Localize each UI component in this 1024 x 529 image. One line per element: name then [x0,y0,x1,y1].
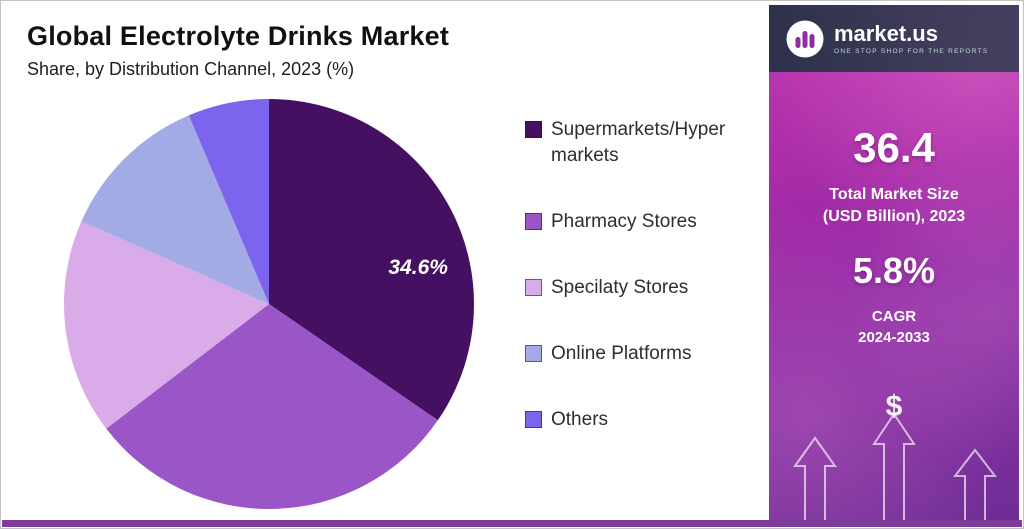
market-size-value: 36.4 [853,124,935,171]
legend-swatch [525,345,542,362]
legend-item: Online Platforms [525,341,743,367]
dollar-icon: $ [885,390,903,423]
page-title: Global Electrolyte Drinks Market [27,21,450,51]
legend-label: Supermarkets/Hyper markets [551,119,726,166]
brand-name: market.us [834,21,938,46]
legend-swatch [525,411,542,428]
pie-chart: 34.6% [63,99,474,510]
legend-label: Online Platforms [551,343,692,364]
pie-slice [188,99,269,304]
brand-band: market.us ONE STOP SHOP FOR THE REPORTS [769,5,1019,72]
legend-item: Supermarkets/Hyper markets [525,117,743,169]
cagr-value: 5.8% [852,250,936,291]
cagr-label: CAGR 2024-2033 [858,308,930,346]
pie-slice [63,221,269,429]
brand-text: market.us ONE STOP SHOP FOR THE REPORTS [834,21,989,56]
brand-tagline: ONE STOP SHOP FOR THE REPORTS [834,48,989,55]
growth-arrows-icon [793,412,998,520]
pie-chart-container: 34.6% [59,94,479,514]
pie-slice [106,304,438,510]
pie-slice [81,115,269,304]
pie-slice [269,99,474,421]
legend-swatch [525,279,542,296]
market-size-label: Total Market Size (USD Billion), 2023 [822,186,966,225]
legend-item: Others [525,407,743,433]
legend-label: Specilaty Stores [551,277,689,298]
legend-label: Others [551,409,609,430]
marketus-logo-icon [786,20,824,58]
legend-item: Specilaty Stores [525,275,743,301]
brand-side-panel: market.us ONE STOP SHOP FOR THE REPORTS … [769,5,1019,520]
legend-label: Pharmacy Stores [551,211,697,232]
legend-item: Pharmacy Stores [525,209,743,235]
bottom-accent-bar [2,520,1022,527]
page-subtitle: Share, by Distribution Channel, 2023 (%) [27,59,355,79]
legend-swatch [525,121,542,138]
pie-data-label: 34.6% [388,256,448,279]
legend: Supermarkets/Hyper markets Pharmacy Store… [525,117,743,433]
legend-swatch [525,213,542,230]
